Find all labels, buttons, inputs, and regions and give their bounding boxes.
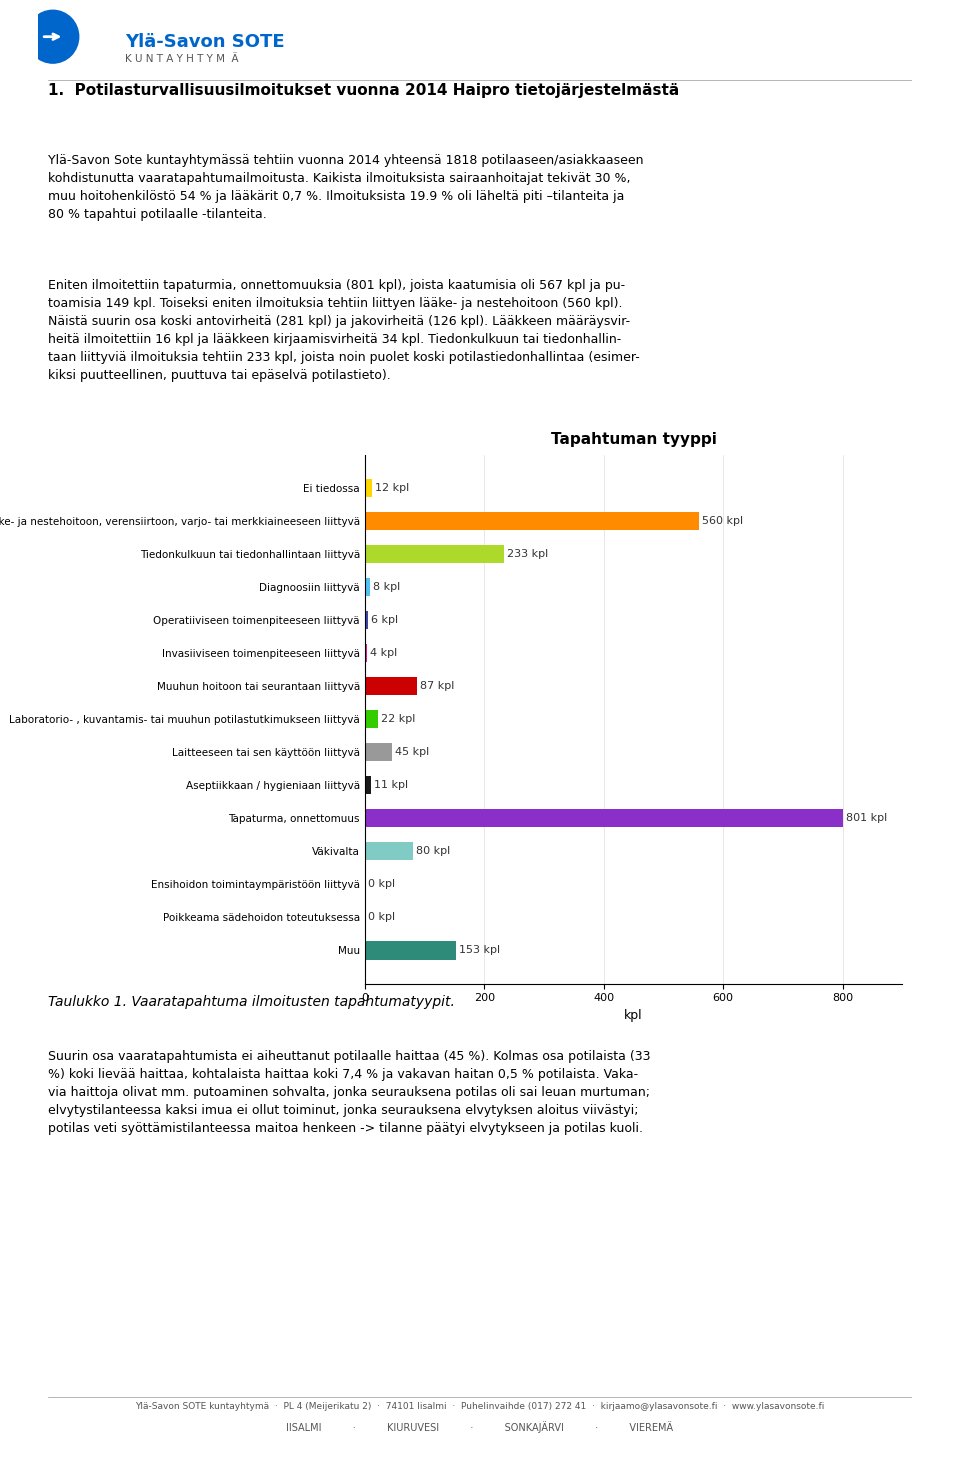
Text: 0 kpl: 0 kpl xyxy=(368,879,395,890)
Text: 4 kpl: 4 kpl xyxy=(371,649,397,658)
Text: 0 kpl: 0 kpl xyxy=(368,913,395,922)
Bar xyxy=(365,711,378,728)
Bar xyxy=(365,843,413,860)
Bar xyxy=(365,809,843,828)
Text: 1.  Potilasturvallisuusilmoitukset vuonna 2014 Haipro tietojärjestelmästä: 1. Potilasturvallisuusilmoitukset vuonna… xyxy=(48,84,680,98)
Text: Eniten ilmoitettiin tapaturmia, onnettomuuksia (801 kpl), joista kaatumisia oli : Eniten ilmoitettiin tapaturmia, onnettom… xyxy=(48,279,639,382)
Text: 233 kpl: 233 kpl xyxy=(507,549,548,559)
Text: 8 kpl: 8 kpl xyxy=(372,583,399,592)
Bar xyxy=(365,677,417,696)
Bar xyxy=(365,479,372,498)
Text: 80 kpl: 80 kpl xyxy=(416,847,450,856)
Circle shape xyxy=(27,10,79,63)
Text: K U N T A Y H T Y M  Ä: K U N T A Y H T Y M Ä xyxy=(125,54,238,63)
Bar xyxy=(365,512,699,530)
Text: Suurin osa vaaratapahtumista ei aiheuttanut potilaalle haittaa (45 %). Kolmas os: Suurin osa vaaratapahtumista ei aiheutta… xyxy=(48,1050,651,1135)
Text: IISALMI          ·          KIURUVESI          ·          SONKAJÄRVI          · : IISALMI · KIURUVESI · SONKAJÄRVI · xyxy=(286,1421,674,1433)
X-axis label: kpl: kpl xyxy=(624,1009,643,1022)
Text: 560 kpl: 560 kpl xyxy=(703,517,743,526)
Bar xyxy=(365,743,392,762)
Bar xyxy=(365,941,456,960)
Text: Ylä-Savon Sote kuntayhtymässä tehtiin vuonna 2014 yhteensä 1818 potilaaseen/asia: Ylä-Savon Sote kuntayhtymässä tehtiin vu… xyxy=(48,154,643,222)
Text: 22 kpl: 22 kpl xyxy=(381,715,416,724)
Text: 153 kpl: 153 kpl xyxy=(459,945,500,956)
Bar xyxy=(365,777,372,794)
Text: 11 kpl: 11 kpl xyxy=(374,781,409,790)
Text: 801 kpl: 801 kpl xyxy=(847,813,887,824)
Bar xyxy=(365,644,367,662)
Text: 45 kpl: 45 kpl xyxy=(395,747,429,757)
Text: 12 kpl: 12 kpl xyxy=(375,483,409,493)
Text: 87 kpl: 87 kpl xyxy=(420,681,454,691)
Bar xyxy=(365,578,370,596)
Bar xyxy=(365,611,369,630)
Text: 6 kpl: 6 kpl xyxy=(372,615,398,625)
Bar xyxy=(365,545,504,564)
Text: Ylä-Savon SOTE kuntayhtymä  ·  PL 4 (Meijerikatu 2)  ·  74101 Iisalmi  ·  Puheli: Ylä-Savon SOTE kuntayhtymä · PL 4 (Meije… xyxy=(135,1402,825,1411)
Text: Ylä-Savon SOTE: Ylä-Savon SOTE xyxy=(125,32,284,51)
Text: Taulukko 1. Vaaratapahtuma ilmoitusten tapahtumatyypit.: Taulukko 1. Vaaratapahtuma ilmoitusten t… xyxy=(48,995,455,1009)
Title: Tapahtuman tyyppi: Tapahtuman tyyppi xyxy=(551,432,716,446)
